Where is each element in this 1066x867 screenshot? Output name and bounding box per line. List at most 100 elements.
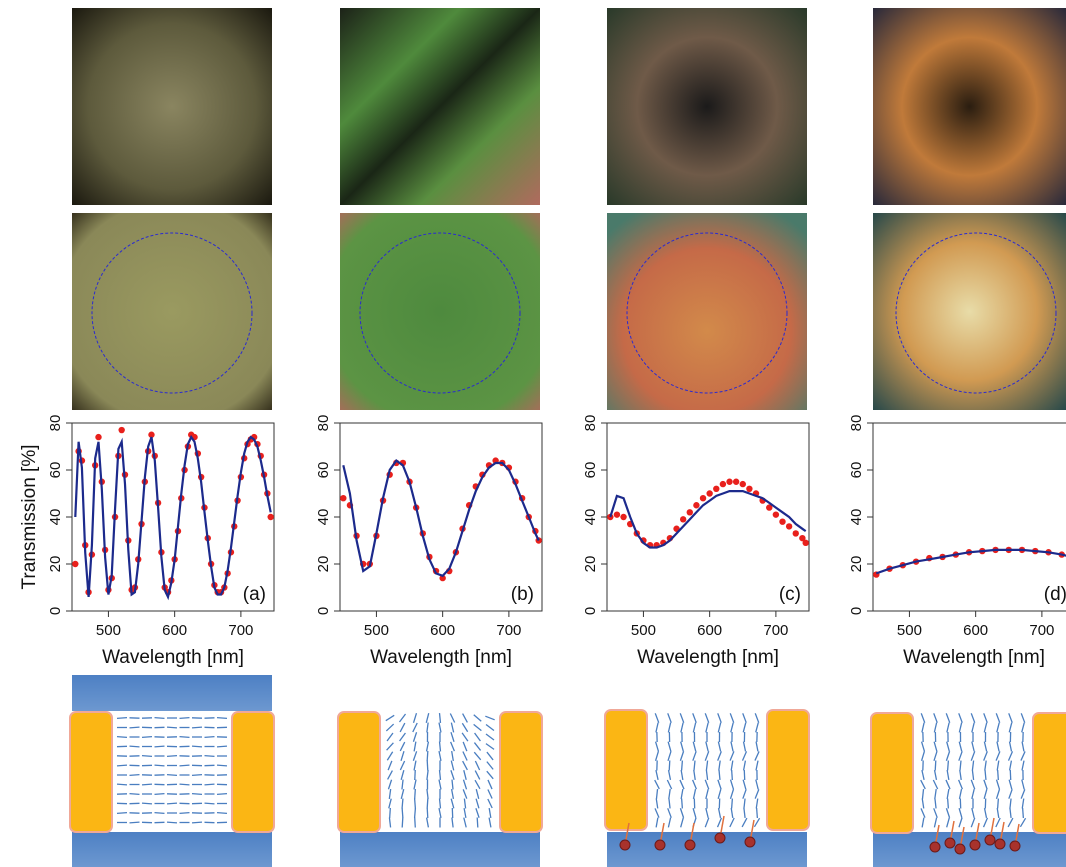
molecule	[706, 761, 707, 771]
nanoparticle	[715, 833, 725, 843]
molecule	[998, 770, 999, 780]
molecule	[180, 718, 190, 719]
molecule	[475, 761, 479, 770]
molecule	[427, 799, 428, 809]
molecule	[489, 818, 491, 828]
molecule	[933, 780, 937, 789]
molecule	[985, 808, 987, 818]
molecule	[997, 742, 999, 752]
molecule	[959, 742, 961, 752]
spacer	[767, 710, 809, 830]
data-point	[786, 523, 792, 529]
molecule	[130, 727, 140, 728]
molecule	[656, 742, 659, 752]
substrate	[72, 832, 272, 867]
molecule	[731, 780, 734, 790]
molecule	[705, 780, 709, 789]
molecule	[921, 780, 926, 789]
molecule	[440, 713, 441, 723]
molecule	[984, 723, 986, 733]
molecule	[402, 808, 403, 818]
molecule	[705, 751, 709, 760]
molecule	[117, 765, 127, 766]
y-tick-label: 0	[848, 607, 865, 615]
molecule	[463, 742, 467, 751]
molecule	[192, 794, 202, 795]
molecule	[217, 765, 227, 766]
data-point	[773, 511, 779, 517]
molecule	[401, 789, 403, 799]
molecule	[756, 723, 759, 733]
micrographs	[72, 8, 1066, 410]
molecule	[427, 742, 429, 752]
molecule	[743, 723, 745, 733]
molecule	[439, 780, 441, 790]
nanoparticle	[995, 839, 1005, 849]
molecule	[402, 799, 403, 809]
molecule	[414, 713, 417, 723]
molecule	[922, 742, 925, 752]
molecule	[474, 752, 480, 760]
molecule	[427, 789, 428, 799]
molecule	[668, 742, 671, 752]
molecule	[415, 818, 416, 828]
molecule	[439, 808, 441, 818]
plot-frame	[340, 423, 542, 611]
molecule	[452, 780, 453, 790]
molecule	[130, 775, 140, 776]
data-point	[713, 486, 719, 492]
data-point	[746, 486, 752, 492]
molecule	[192, 727, 202, 728]
molecule	[755, 713, 759, 722]
molecule	[476, 799, 479, 809]
molecule	[475, 733, 481, 741]
molecule	[681, 742, 684, 752]
x-axis-label: Wavelength [nm]	[637, 647, 779, 668]
molecule	[463, 761, 468, 770]
molecule	[167, 775, 177, 776]
molecule	[439, 723, 441, 733]
molecule	[155, 746, 165, 747]
molecule	[426, 713, 428, 723]
molecule	[681, 723, 683, 733]
molecule	[756, 799, 757, 809]
molecule	[1021, 751, 1025, 760]
molecule	[922, 751, 925, 761]
molecule	[934, 751, 937, 761]
molecule	[402, 780, 403, 790]
molecule	[130, 746, 140, 747]
molecule	[130, 794, 140, 795]
molecule	[946, 780, 950, 789]
molecule	[668, 723, 670, 733]
molecule	[985, 770, 986, 780]
molecule	[959, 818, 962, 828]
molecule	[217, 746, 227, 747]
molecule	[388, 780, 391, 790]
micrograph	[607, 213, 807, 410]
molecule	[440, 770, 441, 780]
molecule	[451, 799, 454, 809]
molecule	[693, 713, 697, 722]
molecule	[732, 799, 733, 809]
micrograph	[340, 8, 540, 205]
molecule	[167, 803, 177, 804]
molecule	[680, 713, 684, 722]
molecule	[922, 799, 923, 809]
spacer	[871, 713, 913, 833]
molecule	[984, 789, 987, 799]
molecule	[718, 723, 720, 733]
molecule	[972, 761, 973, 771]
data-point	[726, 479, 732, 485]
molecule	[486, 724, 494, 730]
y-tick-label: 60	[47, 462, 64, 479]
micrograph	[873, 213, 1066, 410]
molecule	[946, 751, 949, 760]
nanoparticle	[745, 837, 755, 847]
molecule	[117, 718, 127, 719]
molecule	[1010, 799, 1011, 809]
molecule	[756, 742, 758, 752]
molecule	[946, 713, 950, 722]
molecule	[655, 713, 659, 722]
y-tick-label: 80	[315, 415, 332, 432]
y-tick-label: 80	[848, 415, 865, 432]
